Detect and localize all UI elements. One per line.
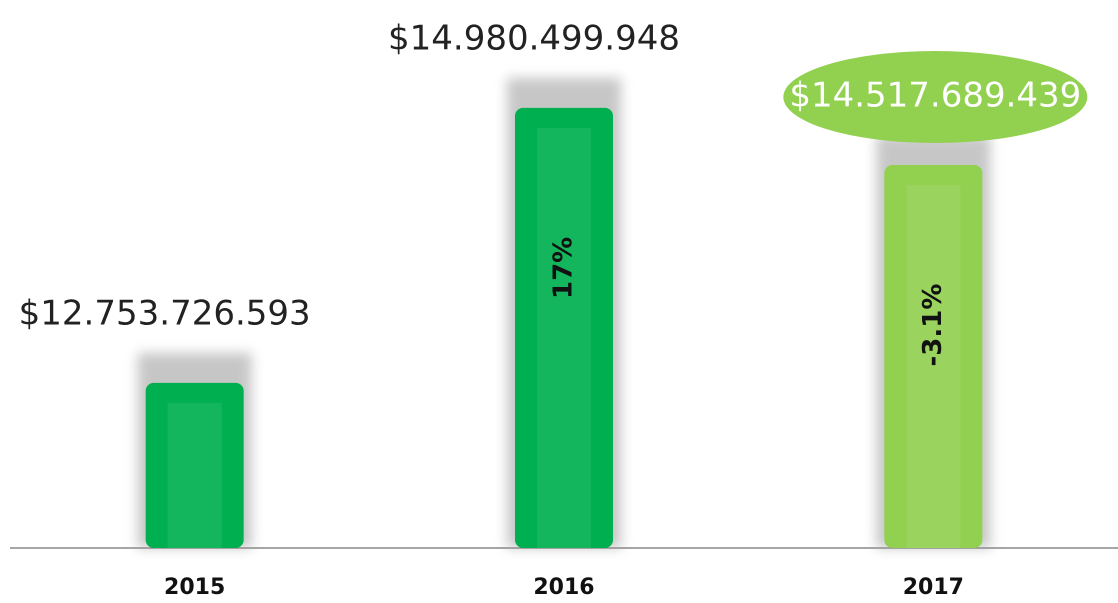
x-tick-label: 2015 [164, 575, 225, 600]
bar [884, 165, 983, 548]
value-label: $14.980.499.948 [388, 18, 680, 58]
value-label: $12.753.726.593 [19, 293, 311, 333]
bar [145, 382, 244, 548]
bar [515, 107, 613, 548]
change-label: 17% [549, 237, 579, 299]
bar-highlight [167, 402, 222, 548]
label-highlight [783, 51, 1088, 144]
x-tick-label: 2017 [903, 575, 964, 600]
change-label: -3.1% [918, 284, 948, 367]
value-label: $14.517.689.439 [789, 76, 1081, 116]
bar-highlight [537, 127, 591, 548]
x-tick-label: 2016 [533, 575, 594, 600]
bar-highlight [906, 185, 961, 548]
